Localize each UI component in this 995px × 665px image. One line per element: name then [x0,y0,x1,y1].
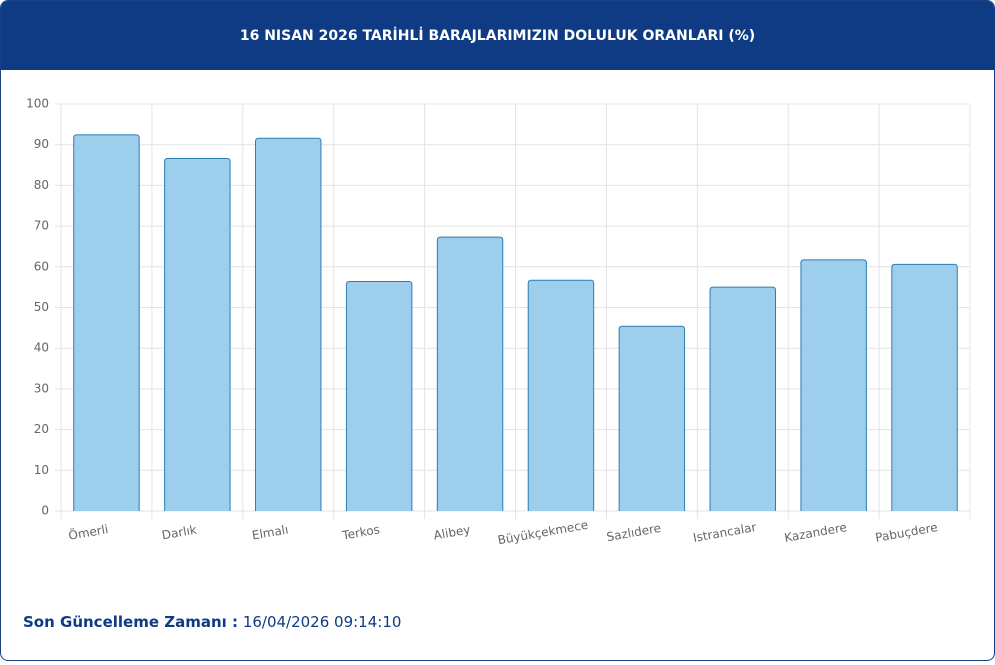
x-tick-label: Istrancalar [692,520,757,545]
x-tick-label: Alibey [433,522,472,542]
bar [345,280,413,511]
bar [709,286,776,511]
y-tick-label: 30 [34,381,49,395]
y-tick-label: 20 [34,422,49,436]
bar [73,134,140,511]
y-tick-label: 90 [34,137,49,151]
y-tick-label: 0 [41,504,49,518]
footer-label: Son Güncelleme Zamanı : [23,613,239,631]
y-tick-label: 80 [34,178,49,192]
x-tick-label: Pabuçdere [874,520,938,545]
y-tick-label: 50 [34,300,49,314]
bar [800,259,867,511]
chart-title: 16 NISAN 2026 TARİHLİ BARAJLARIMIZIN DOL… [1,1,994,70]
y-tick-label: 70 [34,219,49,233]
bar [436,236,504,511]
y-tick-label: 60 [34,259,49,273]
y-tick-label: 10 [34,463,49,477]
y-tick-label: 40 [34,341,49,355]
bar [618,325,686,511]
bar [527,279,595,511]
bar [255,137,322,511]
footer-value: 16/04/2026 09:14:10 [242,613,402,631]
x-tick-label: Kazandere [783,520,848,545]
x-tick-label: Büyükçekmece [497,518,590,548]
y-tick-label: 100 [26,97,49,111]
bar [891,263,958,511]
bar [164,158,231,511]
x-tick-label: Terkos [340,522,381,543]
chart: 0 10 20 30 40 50 60 70 80 90 100 Ömerli Darlık Elmalı… [26,97,971,548]
x-tick-label: Sazlıdere [605,521,662,544]
x-tick-label: Darlık [161,523,198,543]
x-tick-label: Ömerli [67,520,109,543]
x-tick-label: Elmalı [251,522,290,542]
footer: Son Güncelleme Zamanı : 16/04/2026 09:14… [23,613,401,631]
